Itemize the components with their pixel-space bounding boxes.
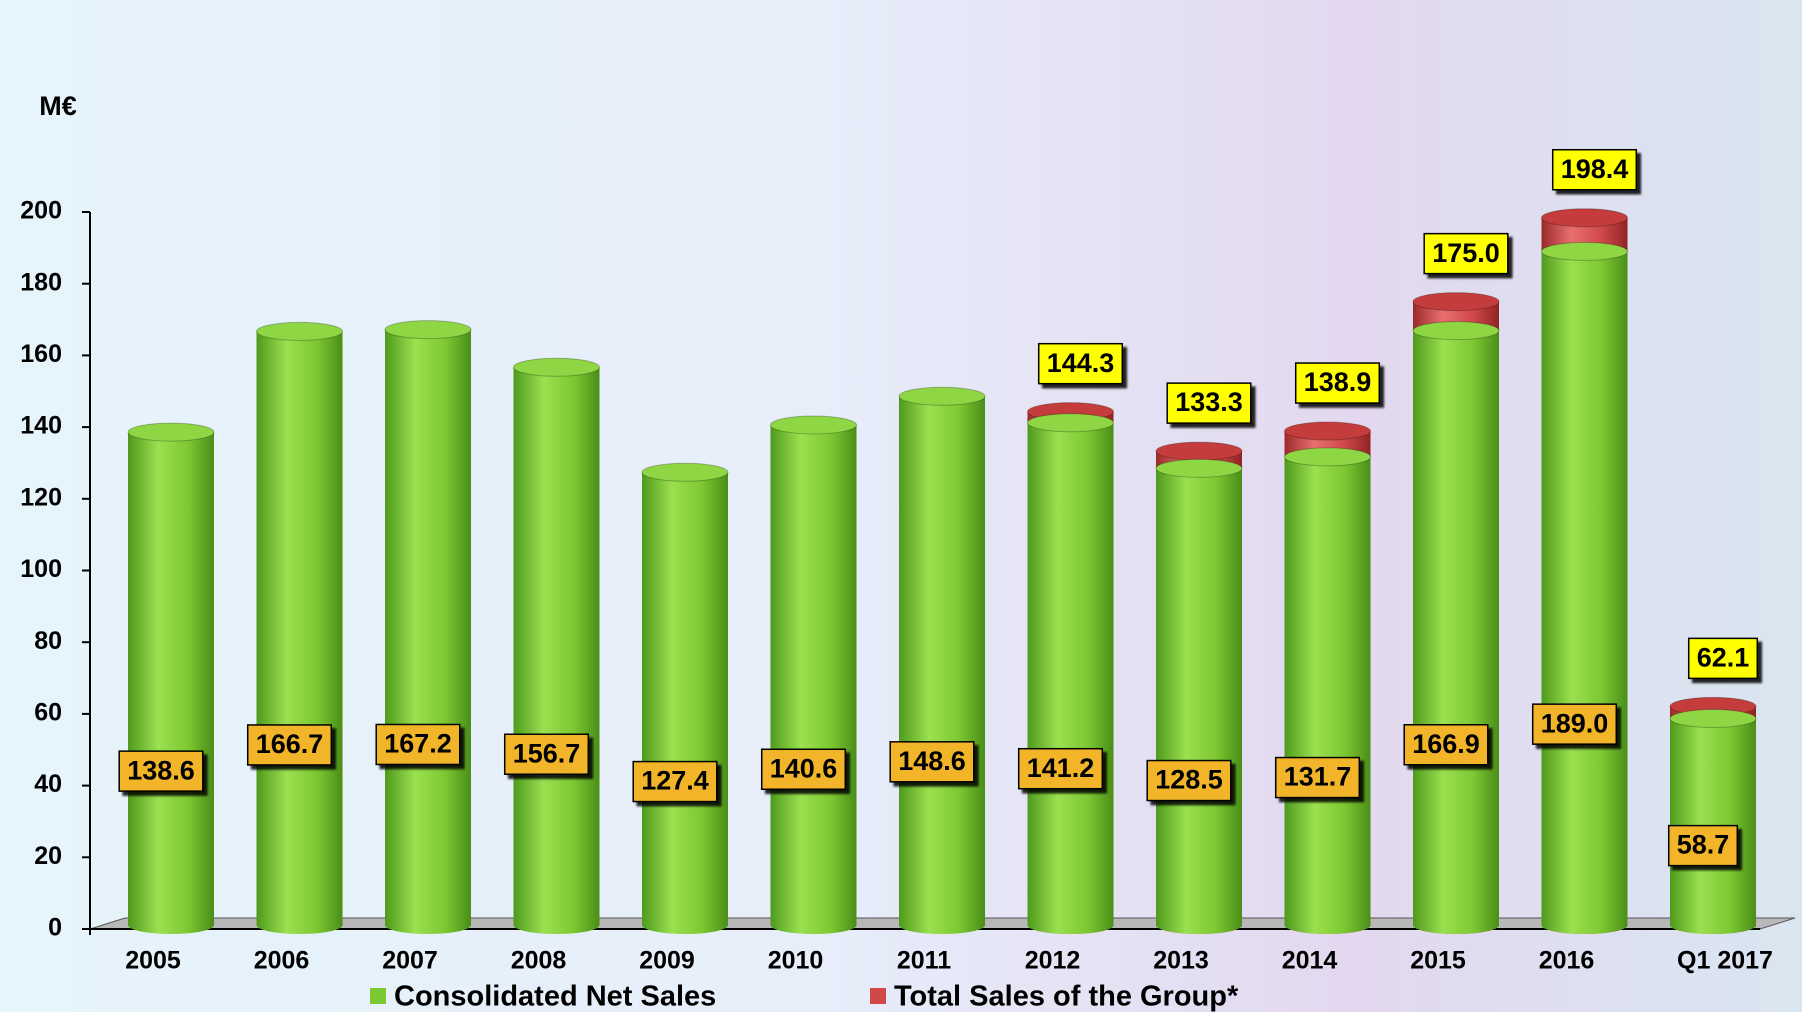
value-label: 148.6 <box>890 742 974 782</box>
value-label: 131.7 <box>1276 758 1360 798</box>
net-bar <box>1542 251 1628 934</box>
value-label: 144.3 <box>1039 344 1123 384</box>
net-bar <box>128 432 214 934</box>
x-tick-label: 2015 <box>1410 947 1466 975</box>
value-label-text: 131.7 <box>1284 762 1352 792</box>
net-bar <box>1413 331 1499 934</box>
value-label: 198.4 <box>1553 150 1637 190</box>
value-label: 127.4 <box>633 762 717 802</box>
value-label: 138.6 <box>119 751 203 791</box>
value-label-text: 166.7 <box>256 729 324 759</box>
value-label: 189.0 <box>1533 704 1617 744</box>
y-tick-label: 20 <box>34 842 62 870</box>
net-bar-top <box>128 423 214 441</box>
chart: M€ 0 20 40 60 80 100 120 140 160 180 200 2005 2006 20… <box>0 0 1802 1012</box>
x-tick-label: 2012 <box>1025 947 1081 975</box>
value-label: 140.6 <box>762 749 846 789</box>
value-label-text: 128.5 <box>1155 765 1223 795</box>
total-bar-top <box>1285 422 1371 440</box>
value-label: 175.0 <box>1424 234 1508 274</box>
value-label: 62.1 <box>1689 638 1758 678</box>
value-label: 167.2 <box>376 724 460 764</box>
legend-swatch <box>370 988 386 1004</box>
y-tick-label: 80 <box>34 627 62 655</box>
value-label: 128.5 <box>1147 761 1231 801</box>
value-label: 141.2 <box>1019 749 1103 789</box>
net-bar-top <box>1156 459 1242 477</box>
net-bar-top <box>899 387 985 405</box>
x-tick-label: 2011 <box>897 947 951 975</box>
total-bar-top <box>1156 442 1242 460</box>
value-label: 166.9 <box>1404 725 1488 765</box>
net-bar-top <box>514 358 600 376</box>
value-label-text: 133.3 <box>1175 387 1243 417</box>
x-tick-label: 2005 <box>125 947 181 975</box>
value-label-text: 138.6 <box>127 755 195 785</box>
net-bar <box>642 472 728 934</box>
net-bar-top <box>1413 322 1499 340</box>
total-bar-top <box>1542 209 1628 227</box>
value-label-text: 138.9 <box>1304 367 1372 397</box>
legend-label: Total Sales of the Group* <box>894 981 1239 1012</box>
net-bar <box>1156 468 1242 934</box>
value-label: 58.7 <box>1669 826 1738 866</box>
y-tick-label: 200 <box>20 197 62 225</box>
legend-swatch <box>870 988 886 1004</box>
x-tick-label: Q1 2017 <box>1677 947 1773 975</box>
y-tick-label: 60 <box>34 699 62 727</box>
value-label-text: 62.1 <box>1697 642 1750 672</box>
x-tick-label: 2008 <box>511 947 567 975</box>
value-label-text: 148.6 <box>898 746 966 776</box>
value-label: 156.7 <box>505 734 589 774</box>
legend-label: Consolidated Net Sales <box>394 981 716 1012</box>
net-bar-top <box>771 416 857 434</box>
x-tick-label: 2009 <box>639 947 695 975</box>
net-bar <box>257 331 343 934</box>
y-tick-label: 180 <box>20 268 62 296</box>
net-bar <box>771 425 857 934</box>
y-tick-label: 120 <box>20 483 62 511</box>
value-label-text: 198.4 <box>1561 154 1629 184</box>
total-bar-top <box>1413 293 1499 311</box>
value-label-text: 140.6 <box>770 753 838 783</box>
net-bar <box>1028 423 1114 934</box>
net-bar-top <box>1542 242 1628 260</box>
value-label: 138.9 <box>1296 363 1380 403</box>
x-tick-label: 2010 <box>768 947 824 975</box>
y-tick-label: 100 <box>20 555 62 583</box>
x-tick-label: 2014 <box>1282 947 1338 975</box>
net-bar-top <box>257 322 343 340</box>
y-axis-label: M€ <box>39 91 77 121</box>
net-bar <box>1285 457 1371 934</box>
value-label-text: 189.0 <box>1541 708 1609 738</box>
value-label-text: 58.7 <box>1677 830 1730 860</box>
net-bar-top <box>1028 414 1114 432</box>
value-label-text: 144.3 <box>1047 348 1115 378</box>
value-label-text: 156.7 <box>513 738 581 768</box>
net-bar-top <box>385 321 471 339</box>
value-label-text: 166.9 <box>1412 729 1480 759</box>
value-label: 166.7 <box>248 725 332 765</box>
net-bar-top <box>1670 710 1756 728</box>
x-tick-label: 2016 <box>1539 947 1595 975</box>
net-bar <box>514 367 600 934</box>
net-bar <box>385 330 471 934</box>
y-tick-label: 140 <box>20 412 62 440</box>
net-bar <box>899 396 985 934</box>
net-bar-top <box>1285 448 1371 466</box>
x-tick-label: 2007 <box>382 947 438 975</box>
y-tick-label: 40 <box>34 770 62 798</box>
value-label: 133.3 <box>1167 383 1251 423</box>
net-bar-top <box>642 463 728 481</box>
x-tick-label: 2013 <box>1153 947 1209 975</box>
y-tick-label: 0 <box>48 914 62 942</box>
value-label-text: 167.2 <box>384 729 452 759</box>
y-tick-label: 160 <box>20 340 62 368</box>
value-label-text: 127.4 <box>641 766 709 796</box>
x-tick-label: 2006 <box>254 947 310 975</box>
value-label-text: 175.0 <box>1432 238 1500 268</box>
value-label-text: 141.2 <box>1027 753 1095 783</box>
